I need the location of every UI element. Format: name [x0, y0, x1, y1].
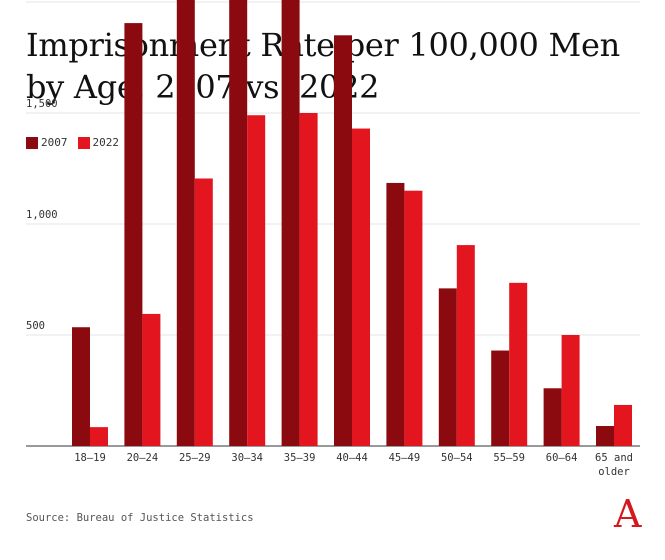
bar-2007-7	[438, 288, 457, 446]
bar-2022-10	[614, 404, 632, 446]
x-tick-label-2: 25–29	[179, 452, 211, 464]
bar-2007-8	[491, 350, 510, 446]
y-tick-label-1500: 1,500	[26, 98, 58, 110]
bar-2007-10	[596, 426, 614, 446]
legend: 2007 2022	[26, 136, 129, 149]
legend-item-2007: 2007	[26, 136, 68, 149]
bar-2007-4	[281, 0, 300, 447]
source-note: Source: Bureau of Justice Statistics	[26, 512, 254, 524]
x-tick-label-0: 18–19	[74, 452, 106, 464]
bar-2007-6	[386, 182, 405, 446]
bar-2022-0	[90, 427, 108, 446]
bar-2007-1	[124, 23, 143, 447]
x-tick-label-8: 55–59	[493, 452, 525, 464]
bar-2007-0	[72, 327, 90, 446]
bar-2022-8	[509, 282, 528, 446]
x-tick-label-5: 40–44	[336, 452, 368, 464]
legend-label-2007: 2007	[41, 136, 68, 149]
bar-2022-9	[561, 335, 580, 446]
x-tick-label-9: 60–64	[546, 452, 578, 464]
bar-2007-3	[229, 0, 248, 446]
bar-2007-2	[176, 0, 195, 446]
y-tick-label-500: 500	[26, 320, 45, 332]
brand-logo: A	[614, 492, 642, 536]
bar-2022-7	[456, 245, 475, 446]
bar-2022-6	[404, 190, 423, 446]
bar-2007-9	[543, 388, 562, 446]
bar-chart: 5001,0001,5002,00018–1920–2425–2930–3435…	[26, 0, 640, 478]
bar-2022-3	[247, 115, 266, 446]
x-tick-label-4: 35–39	[284, 452, 316, 464]
bar-2022-2	[194, 178, 213, 447]
x-tick-label-1: 20–24	[127, 452, 159, 464]
x-tick-label-10-line1: older	[598, 466, 630, 478]
bar-2022-5	[352, 128, 370, 447]
x-tick-label-7: 50–54	[441, 452, 473, 464]
bar-2022-4	[299, 113, 318, 446]
x-tick-label-10-line0: 65 and	[595, 452, 633, 464]
legend-swatch-2022	[77, 136, 90, 149]
x-tick-label-6: 45–49	[389, 452, 421, 464]
y-tick-label-1000: 1,000	[26, 209, 58, 221]
bar-2007-5	[334, 35, 352, 447]
x-tick-label-3: 30–34	[231, 452, 263, 464]
bar-2022-1	[142, 313, 161, 446]
legend-label-2022: 2022	[92, 136, 120, 149]
legend-item-2022: 2022	[77, 136, 120, 149]
legend-swatch-2007	[26, 136, 38, 149]
